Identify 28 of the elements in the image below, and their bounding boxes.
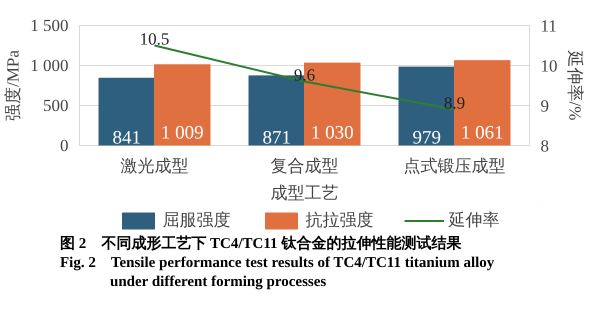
x-tick-label: 点式锻压成型 [404,156,506,176]
x-tick-label: 复合成型 [270,156,338,176]
x-tick-label: 激光成型 [120,156,188,176]
y2-tick-label: 11 [540,16,557,36]
data-label: 1 030 [310,122,354,144]
y2-tick-label: 9 [540,96,549,116]
data-label: 841 [112,128,141,148]
y2-tick-label: 8 [540,136,549,156]
bar [98,78,155,146]
legend-label: 延伸率 [448,210,500,232]
data-label: 10.5 [140,30,170,48]
bar [154,64,210,146]
caption: 图 2 不同成形工艺下 TC4/TC11 钛合金的拉伸性能测试结果 [59,235,462,254]
y2-tick-label: 10 [540,56,558,76]
data-label: 979 [412,128,441,148]
y-tick-label: 0 [60,136,68,155]
caption: Fig. 2 Tensile performance test results of TC4/TC11 titanium alloy under different forming processes [59,254,496,292]
y-tick-label: 500 [43,96,68,115]
y-axis-title: 强度/MPa [3,50,22,121]
data-label: 1 009 [160,122,204,144]
legend-label: 屈服强度 [162,210,230,232]
legend-label: 抗拉强度 [306,210,374,232]
y-tick-label: 1 000 [30,56,68,75]
y2-axis-title: 延伸率/% [566,50,584,120]
data-label: 1 061 [460,122,504,144]
x-axis-title: 成型工艺 [270,184,338,202]
y-tick-label: 1 500 [30,16,68,35]
data-label: 871 [262,128,291,148]
